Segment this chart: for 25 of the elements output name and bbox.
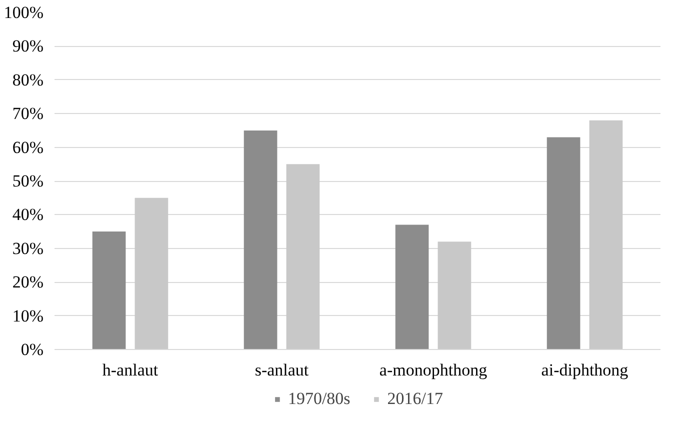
- x-tick-label: s-anlaut: [254, 360, 309, 380]
- y-tick-label: 30%: [12, 238, 44, 258]
- y-tick-label: 10%: [12, 306, 44, 326]
- y-tick-label: 60%: [12, 138, 44, 157]
- bar: [438, 242, 472, 350]
- legend-label: 2016/17: [387, 389, 444, 409]
- y-tick-label: 100%: [4, 3, 44, 22]
- y-tick-label: 90%: [12, 36, 44, 56]
- bar: [395, 224, 429, 350]
- bar: [244, 130, 278, 350]
- x-tick-label: ai-diphthong: [541, 360, 629, 380]
- bar: [589, 120, 623, 350]
- x-tick-label: a-monophthong: [379, 360, 488, 380]
- x-tick-label: h-anlaut: [102, 360, 158, 380]
- bar: [546, 137, 580, 350]
- y-tick-label: 0%: [20, 340, 44, 359]
- y-tick-label: 50%: [12, 172, 44, 190]
- y-tick-label: 70%: [12, 104, 44, 124]
- legend-label: 1970/80s: [288, 389, 350, 409]
- y-tick-label: 40%: [12, 205, 44, 224]
- bar: [134, 198, 168, 350]
- bar: [92, 232, 126, 350]
- bar: [286, 164, 320, 350]
- y-tick-label: 20%: [12, 272, 44, 292]
- y-tick-label: 80%: [12, 70, 44, 90]
